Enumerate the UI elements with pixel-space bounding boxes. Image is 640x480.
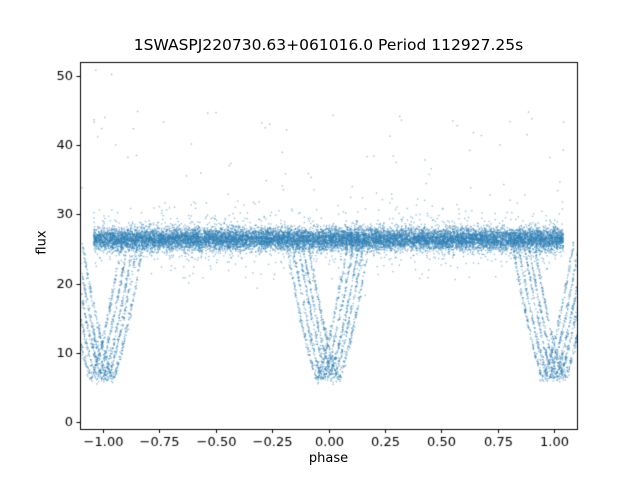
light-curve-figure: 1SWASPJ220730.63+061016.0 Period 112927.… (0, 0, 640, 480)
scatter-plot-canvas (0, 0, 640, 480)
